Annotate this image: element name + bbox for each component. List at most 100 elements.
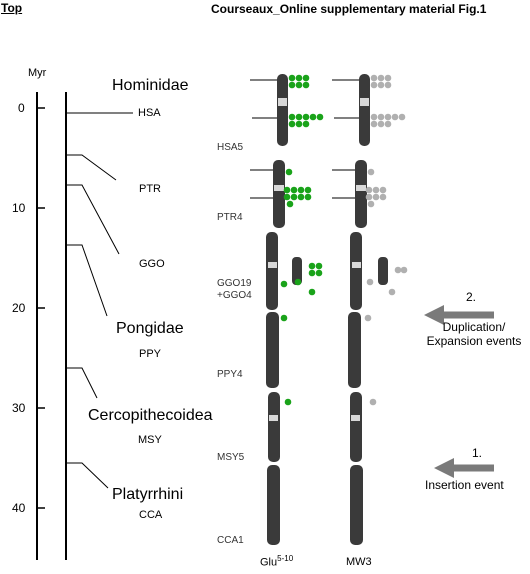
figure-title: Courseaux_Online supplementary material …: [211, 2, 487, 16]
signal-dot: [400, 266, 408, 274]
tick-label-20: 20: [12, 301, 26, 315]
left-arrow-icon: [434, 458, 494, 478]
signal-dot: [377, 81, 385, 89]
axis-ticks: [37, 107, 45, 509]
signal-dot: [280, 280, 288, 288]
signal-dot: [391, 113, 399, 121]
signal-dot: [294, 278, 302, 286]
signal-dot: [295, 74, 303, 82]
signal-dot: [284, 398, 292, 406]
event-1-number: 1.: [472, 446, 483, 460]
chromosome-label-ptr4: PTR4: [217, 212, 243, 223]
signal-dot: [285, 168, 293, 176]
chromosome-ppy4-a: [266, 312, 279, 388]
signal-dot: [315, 262, 323, 270]
signal-dot: [379, 186, 387, 194]
signal-dot: [377, 120, 385, 128]
signal-dot: [367, 168, 375, 176]
signal-dot: [372, 186, 380, 194]
signal-dot: [370, 74, 378, 82]
signal-dot: [309, 113, 317, 121]
chromosome-ppy4-b: [348, 312, 361, 388]
signal-dot: [302, 120, 310, 128]
chromosome-ggo19-b: [350, 232, 362, 310]
chromosome-bands-probe2: [351, 98, 369, 421]
timescale-unit: Myr: [28, 67, 47, 79]
signal-dot: [297, 193, 305, 201]
signal-dot: [379, 193, 387, 201]
signal-dot: [295, 81, 303, 89]
signal-dot: [288, 81, 296, 89]
chromosome-hsa5-a: [277, 74, 288, 146]
event-1-label: Insertion event: [425, 478, 504, 492]
column-label-probe2: MW3: [346, 556, 372, 568]
signal-dots-probe1: [280, 74, 324, 406]
chromosome-ggo4-b: [378, 257, 388, 285]
signal-dot: [304, 186, 312, 194]
chromosome-hsa5-b: [359, 74, 370, 146]
signal-dot: [308, 262, 316, 270]
chromosome-cca1-a: [267, 465, 280, 545]
signal-dot: [290, 193, 298, 201]
signal-dot: [384, 113, 392, 121]
chromosomes-probe2: [348, 74, 388, 545]
tick-label-10: 10: [12, 201, 26, 215]
signal-dot: [394, 266, 402, 274]
chromosome-bands-probe1: [268, 98, 287, 421]
species-label-cca: CCA: [139, 509, 163, 521]
signal-dot: [288, 120, 296, 128]
signal-dot: [366, 278, 374, 286]
phylogeny-branches: [66, 112, 133, 489]
chromosome-msy5-a: [268, 392, 280, 462]
signal-dot: [365, 186, 373, 194]
group-label-platyrrhini: Platyrrhini: [112, 486, 184, 503]
signal-dot: [283, 186, 291, 194]
signal-dot: [365, 193, 373, 201]
signal-dot: [384, 120, 392, 128]
left-arrow-icon: [424, 305, 494, 325]
chromosome-label-ggo4: +GGO4: [217, 290, 252, 301]
species-label-msy: MSY: [138, 434, 162, 446]
event-2-label: Duplication/ Expansion events: [419, 320, 529, 348]
signal-dot: [384, 74, 392, 82]
signal-dot: [384, 81, 392, 89]
signal-dot: [367, 200, 375, 208]
signal-dot: [308, 288, 316, 296]
signal-dot: [288, 74, 296, 82]
chromosome-label-ppy4: PPY4: [217, 369, 243, 380]
signal-dot: [283, 193, 291, 201]
group-label-pongidae: Pongidae: [116, 320, 184, 337]
signal-dot: [377, 113, 385, 121]
signal-dot: [370, 81, 378, 89]
signal-dot: [370, 120, 378, 128]
species-label-hsa: HSA: [138, 107, 161, 119]
signal-dot: [315, 269, 323, 277]
signal-dot: [308, 269, 316, 277]
event-2-line2: Expansion events: [426, 334, 522, 348]
chromosome-label-ggo19: GGO19: [217, 278, 252, 289]
signal-dot: [302, 81, 310, 89]
signal-dot: [388, 288, 396, 296]
tick-label-40: 40: [12, 501, 26, 515]
signal-dot: [364, 314, 372, 322]
chromosome-label-cca1: CCA1: [217, 535, 244, 546]
chromosomes-probe1: [266, 74, 302, 545]
species-label-ppy: PPY: [139, 348, 162, 360]
chromosome-msy5-b: [350, 392, 362, 462]
signal-dot: [372, 193, 380, 201]
chromosome-ptr4-b: [355, 160, 367, 228]
pointer-lines: [250, 79, 360, 199]
chromosome-label-hsa5: HSA5: [217, 142, 244, 153]
group-label-hominidae: Hominidae: [112, 77, 189, 94]
signal-dot: [280, 314, 288, 322]
signal-dot: [316, 113, 324, 121]
top-link[interactable]: Top: [1, 1, 23, 15]
signal-dot: [370, 113, 378, 121]
signal-dot: [377, 74, 385, 82]
signal-dot: [295, 120, 303, 128]
event-2-number: 2.: [466, 290, 477, 304]
signal-dot: [369, 398, 377, 406]
chromosome-label-msy5: MSY5: [217, 452, 245, 463]
column-label-probe1-sup: 5-10: [277, 554, 294, 563]
